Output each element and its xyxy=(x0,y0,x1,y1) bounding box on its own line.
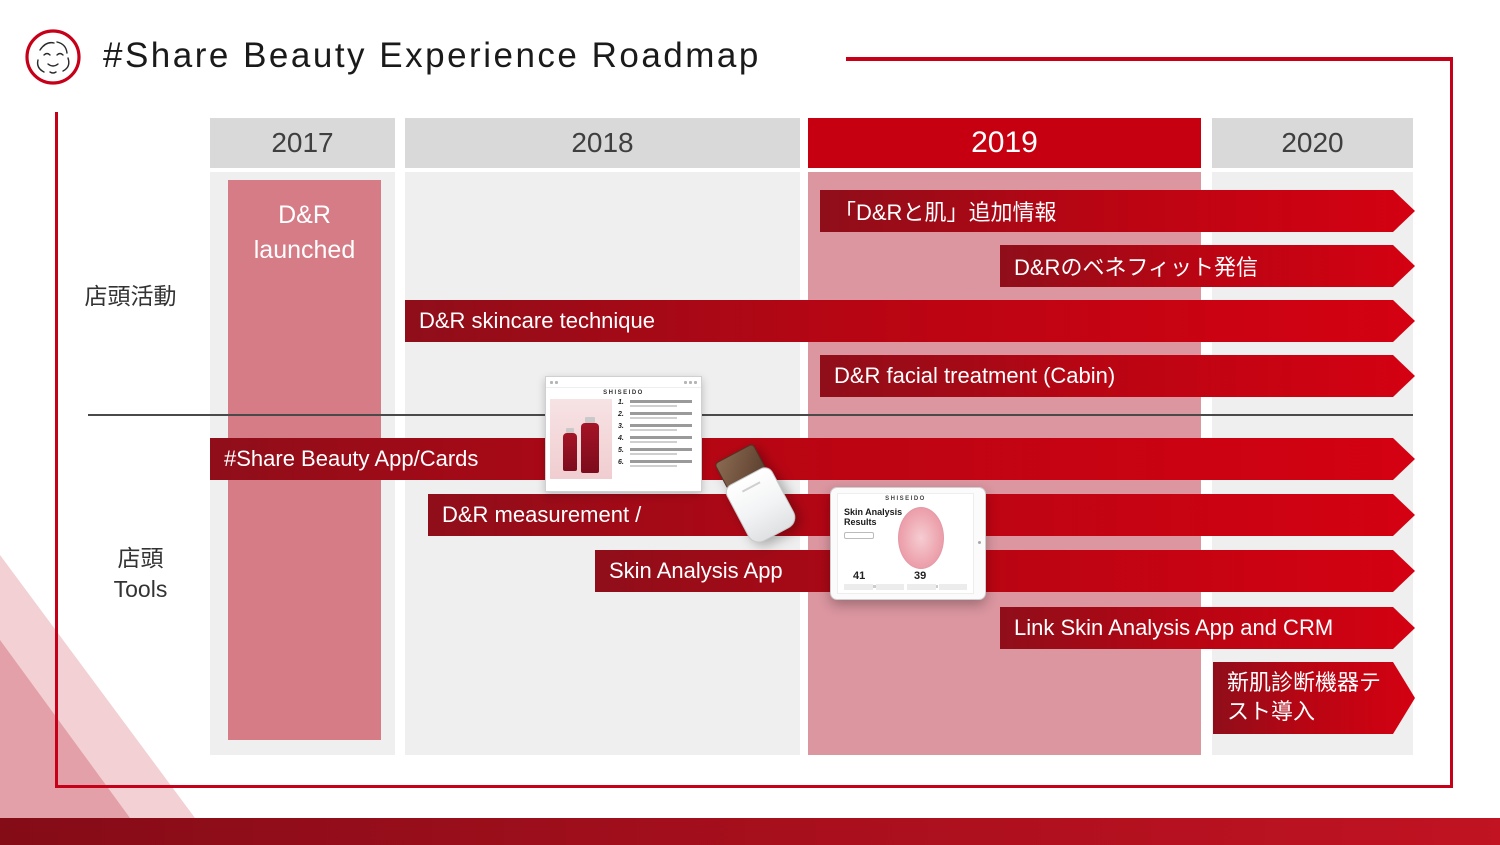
bar-label: 新肌診断機器テスト導入 xyxy=(1227,670,1382,724)
bar-new-skin-device-test: 新肌診断機器テスト導入 xyxy=(1213,662,1415,734)
skin-analysis-tablet-screenshot: SHISEIDO Skin Analysis Results 41 39 xyxy=(830,487,986,600)
frame-left-line xyxy=(55,112,58,788)
section-divider-line xyxy=(88,414,1413,416)
bar-dr-hada-additional-info: 「D&Rと肌」追加情報 xyxy=(820,190,1415,232)
bar-dr-facial-treatment-cabin: D&R facial treatment (Cabin) xyxy=(820,355,1415,397)
title-rule xyxy=(846,57,1452,61)
bar-label: D&R facial treatment (Cabin) xyxy=(834,363,1116,388)
dr-launched-label: D&R launched xyxy=(253,201,356,264)
bar-label: Link Skin Analysis App and CRM xyxy=(1014,615,1334,640)
tablet-bottom-tabs xyxy=(844,584,967,590)
bar-label: D&R measurement / xyxy=(442,502,642,527)
list-number: 1. xyxy=(618,399,624,406)
bar-link-skin-analysis-app-crm: Link Skin Analysis App and CRM xyxy=(1000,607,1415,649)
list-number: 6. xyxy=(618,459,624,466)
list-item: 3. xyxy=(618,423,697,431)
section-label-line2: Tools xyxy=(113,576,168,603)
year-label: 2018 xyxy=(571,127,634,158)
browser-chrome xyxy=(546,377,701,388)
section-label-instore-tools: 店頭 Tools xyxy=(58,543,223,605)
skin-measurement-device-photo xyxy=(700,443,810,558)
footer-red-band xyxy=(0,818,1500,845)
section-label-line1: 店頭 xyxy=(117,545,164,571)
page-title: #Share Beauty Experience Roadmap xyxy=(103,36,761,75)
list-number: 3. xyxy=(618,423,624,430)
section-label-instore-activity: 店頭活動 xyxy=(84,283,177,309)
list-item: 4. xyxy=(618,435,697,443)
year-header-2017: 2017 xyxy=(210,118,395,168)
bar-label: #Share Beauty App/Cards xyxy=(224,446,479,471)
brand-logotype: SHISEIDO xyxy=(603,390,644,396)
list-number: 4. xyxy=(618,435,624,442)
tablet-camera-dot xyxy=(978,541,981,544)
title-line1: Skin Analysis xyxy=(844,507,903,517)
bar-label: Skin Analysis App xyxy=(609,558,783,583)
list-item: 2. xyxy=(618,411,697,419)
score-right: 39 xyxy=(914,570,927,582)
face-diagram xyxy=(898,507,944,569)
bar-label: 「D&Rと肌」追加情報 xyxy=(834,200,1057,225)
product-bottles-image xyxy=(550,399,612,479)
list-item: 1. xyxy=(618,399,697,407)
score-left: 41 xyxy=(853,570,866,582)
year-label: 2020 xyxy=(1281,127,1344,158)
bar-dr-skincare-technique: D&R skincare technique xyxy=(405,300,1415,342)
title-line2: Results xyxy=(844,517,877,528)
bar-label: D&Rのベネフィット発信 xyxy=(1014,255,1259,280)
tablet-button xyxy=(844,532,874,539)
bar-dr-benefit-broadcast: D&Rのベネフィット発信 xyxy=(1000,245,1415,287)
list-item: 5. xyxy=(618,447,697,455)
browser-menu-icon xyxy=(684,380,697,384)
year-label: 2017 xyxy=(271,127,334,158)
list-number: 2. xyxy=(618,411,624,418)
bar-share-beauty-app-cards: #Share Beauty App/Cards xyxy=(210,438,1415,480)
browser-back-icon xyxy=(550,380,558,384)
tablet-screen: SHISEIDO Skin Analysis Results 41 39 xyxy=(837,493,974,594)
year-header-2020: 2020 xyxy=(1212,118,1413,168)
bar-label: D&R skincare technique xyxy=(419,308,656,333)
share-beauty-logo-icon xyxy=(24,28,82,86)
website-screenshot-thumbnail: SHISEIDO 1. 2. 3. 4. 5. 6. xyxy=(545,376,702,492)
list-item: 6. xyxy=(618,459,697,467)
list-number: 5. xyxy=(618,447,624,454)
bar-skin-analysis-app: Skin Analysis App xyxy=(595,550,1415,592)
frame-bottom-line xyxy=(55,785,1453,788)
year-label: 2019 xyxy=(971,126,1038,159)
frame-right-line xyxy=(1450,57,1453,788)
year-header-2018: 2018 xyxy=(405,118,800,168)
numbered-list: 1. 2. 3. 4. 5. 6. xyxy=(612,399,697,479)
year-header-2019: 2019 xyxy=(808,118,1201,168)
webshot-body: 1. 2. 3. 4. 5. 6. xyxy=(546,396,701,479)
brand-logotype: SHISEIDO xyxy=(885,496,926,502)
skin-analysis-title: Skin Analysis Results xyxy=(844,507,902,528)
